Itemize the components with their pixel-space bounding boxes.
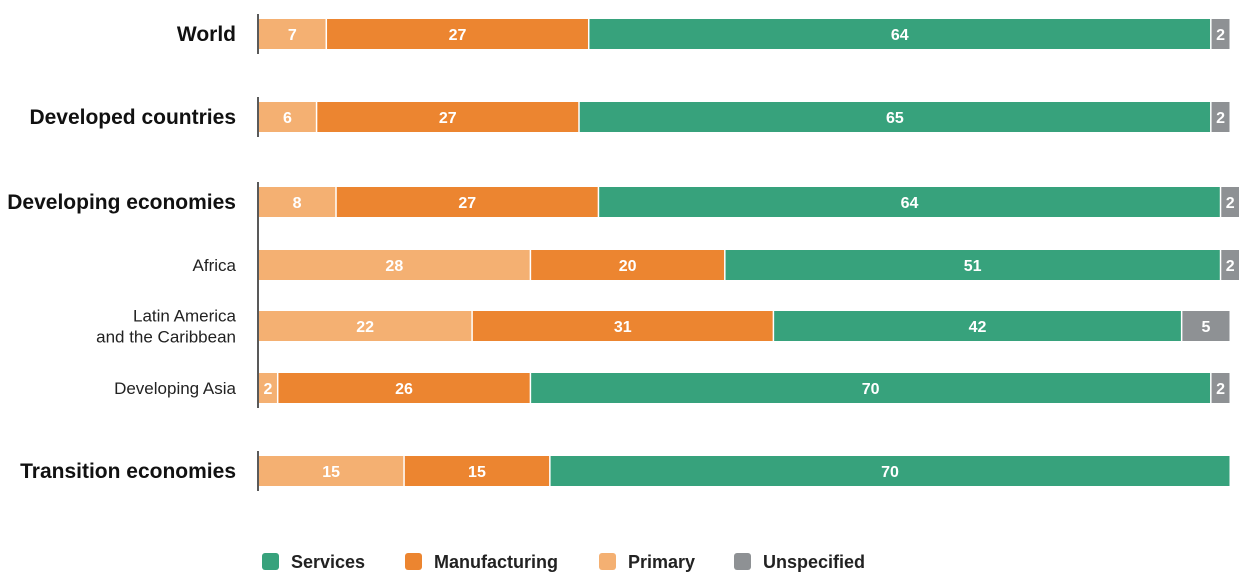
bar-segment-primary xyxy=(259,456,404,486)
category-label: Developed countries xyxy=(29,106,236,129)
data-label: 31 xyxy=(614,319,632,336)
category-label: Developing economies xyxy=(7,191,236,214)
data-label: 5 xyxy=(1201,319,1210,336)
data-label: 27 xyxy=(439,110,457,127)
category-label: Transition economies xyxy=(20,460,236,483)
data-label: 70 xyxy=(862,381,880,398)
bar-segment-primary xyxy=(259,187,336,217)
data-label: 2 xyxy=(1226,195,1235,212)
data-label: 42 xyxy=(969,319,987,336)
category-label: Latin America and the Caribbean xyxy=(96,307,236,347)
bar-segment-manufacturing xyxy=(531,250,725,280)
data-label: 2 xyxy=(1216,381,1225,398)
data-label: 2 xyxy=(1216,27,1225,44)
bar-segment-primary xyxy=(259,373,277,403)
bar-segment-manufacturing xyxy=(404,456,550,486)
legend-label-services: Services xyxy=(291,552,365,572)
bar-segment-unspecified xyxy=(1211,373,1230,403)
legend-label-manufacturing: Manufacturing xyxy=(434,552,558,572)
bar-segment-services xyxy=(589,19,1211,49)
bar-segment-primary xyxy=(259,250,530,280)
bar-segment-unspecified xyxy=(1182,311,1230,341)
legend-swatch-primary xyxy=(599,553,616,570)
data-label: 26 xyxy=(395,381,413,398)
data-label: 6 xyxy=(283,110,292,127)
data-label: 65 xyxy=(886,110,904,127)
bar-segment-primary xyxy=(259,311,472,341)
data-label: 64 xyxy=(901,195,919,212)
bar-segment-manufacturing xyxy=(336,187,598,217)
data-label: 15 xyxy=(468,464,486,481)
legend-swatch-unspecified xyxy=(734,553,751,570)
data-label: 22 xyxy=(356,319,374,336)
category-labels: World Developed countries Developing econo… xyxy=(7,23,236,483)
bar-segment-unspecified xyxy=(1211,19,1230,49)
bar-segment-manufacturing xyxy=(327,19,588,49)
data-label: 20 xyxy=(619,258,637,275)
bar-segment-unspecified xyxy=(1221,250,1239,280)
bar-segment-services xyxy=(774,311,1181,341)
data-label: 2 xyxy=(1226,258,1235,275)
data-label: 15 xyxy=(322,464,340,481)
bar-segment-services xyxy=(550,456,1230,486)
bar-segment-unspecified xyxy=(1211,102,1230,132)
legend-swatch-manufacturing xyxy=(405,553,422,570)
bar-segment-manufacturing xyxy=(317,102,579,132)
data-label: 7 xyxy=(288,27,297,44)
legend: Services Manufacturing Primary Unspecified xyxy=(262,552,865,572)
data-label: 2 xyxy=(264,381,273,398)
bar-segment-primary xyxy=(259,102,316,132)
bar-segment-manufacturing xyxy=(278,373,530,403)
category-label: Africa xyxy=(193,256,237,275)
legend-label-primary: Primary xyxy=(628,552,695,572)
data-label: 28 xyxy=(385,258,403,275)
legend-swatch-services xyxy=(262,553,279,570)
bar-segment-services xyxy=(599,187,1220,217)
data-label: 27 xyxy=(458,195,476,212)
bar-segment-manufacturing xyxy=(472,311,773,341)
bars: 7 27 64 26 27 65 28 27 64 228 20 51 222 31 42 52 26 70 215… xyxy=(259,19,1239,486)
bar-segment-unspecified xyxy=(1221,187,1239,217)
category-label: Developing Asia xyxy=(114,379,236,398)
data-label: 51 xyxy=(964,258,982,275)
data-label: 8 xyxy=(293,195,302,212)
bar-segment-services xyxy=(725,250,1220,280)
bar-segment-primary xyxy=(259,19,326,49)
legend-label-unspecified: Unspecified xyxy=(763,552,865,572)
data-label: 64 xyxy=(891,27,909,44)
data-label: 2 xyxy=(1216,110,1225,127)
bar-segment-services xyxy=(531,373,1211,403)
data-label: 70 xyxy=(881,464,899,481)
category-label: World xyxy=(177,23,236,46)
data-label: 27 xyxy=(449,27,467,44)
bar-segment-services xyxy=(579,102,1211,132)
